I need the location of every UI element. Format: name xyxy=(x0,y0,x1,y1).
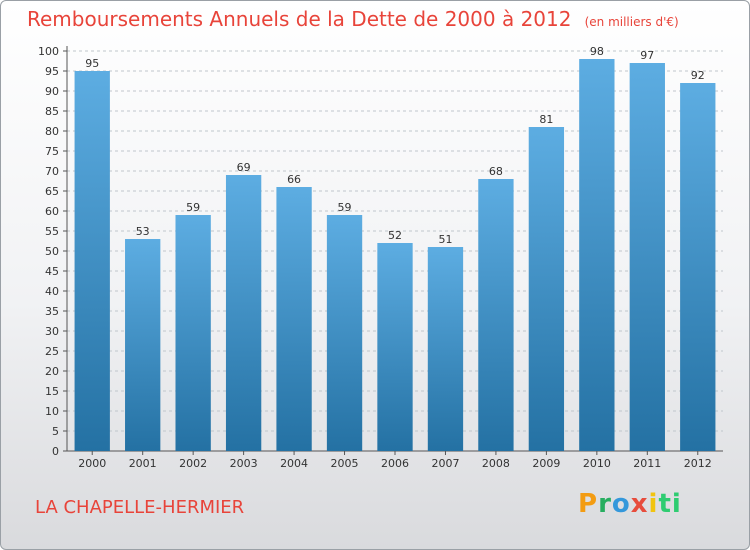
bar-2008 xyxy=(478,179,514,451)
bar-2011 xyxy=(629,63,665,451)
data-label-2012: 92 xyxy=(691,69,705,82)
x-tick-label-2008: 2008 xyxy=(482,457,510,470)
x-tick-label-2011: 2011 xyxy=(633,457,661,470)
bar-2007 xyxy=(427,247,464,451)
chart-unit-note: (en milliers d'€) xyxy=(584,15,679,29)
bar-2009 xyxy=(528,127,565,451)
data-label-2004: 66 xyxy=(287,173,301,186)
logo-letter: o xyxy=(611,489,631,519)
axis-layer: 0 5 10 15 20 25 30 35 40 45 50 55 60 65 70 75 80 85 90 95 10… xyxy=(38,45,723,458)
proxiti-logo: Proxiti xyxy=(578,489,682,519)
data-label-2007: 51 xyxy=(438,233,452,246)
data-label-2000: 95 xyxy=(85,57,99,70)
y-tick-label: 75 xyxy=(45,145,59,158)
chart-title: Remboursements Annuels de la Dette de 20… xyxy=(27,7,679,31)
data-label-2008: 68 xyxy=(489,165,503,178)
x-tick-label-2012: 2012 xyxy=(684,457,712,470)
bar-2004 xyxy=(276,187,312,451)
data-label-2002: 59 xyxy=(186,201,200,214)
data-label-2009: 81 xyxy=(539,113,553,126)
y-tick-label: 35 xyxy=(45,305,59,318)
y-tick-label: 100 xyxy=(38,45,59,58)
y-tick-label: 90 xyxy=(45,85,59,98)
data-label-2010: 98 xyxy=(590,45,604,58)
logo-letter: x xyxy=(630,489,649,519)
logo-letter: i xyxy=(648,489,659,519)
y-tick-label: 30 xyxy=(45,325,59,338)
chart-title-main: Remboursements Annuels de la Dette de 20… xyxy=(27,7,572,31)
data-label-2003: 69 xyxy=(237,161,251,174)
x-tick-label-2004: 2004 xyxy=(280,457,308,470)
data-label-2011: 97 xyxy=(640,49,654,62)
y-tick-label: 60 xyxy=(45,205,59,218)
y-tick-label: 95 xyxy=(45,65,59,78)
x-tick-label-2000: 2000 xyxy=(78,457,106,470)
bar-2012 xyxy=(680,83,716,451)
x-tick-label-2002: 2002 xyxy=(179,457,207,470)
x-tick-label-2001: 2001 xyxy=(129,457,157,470)
y-tick-label: 50 xyxy=(45,245,59,258)
y-tick-label: 80 xyxy=(45,125,59,138)
bar-2006 xyxy=(377,243,413,451)
y-tick-label: 85 xyxy=(45,105,59,118)
data-label-2005: 59 xyxy=(338,201,352,214)
x-tick-label-2006: 2006 xyxy=(381,457,409,470)
y-tick-label: 65 xyxy=(45,185,59,198)
data-label-2001: 53 xyxy=(136,225,150,238)
y-tick-label: 40 xyxy=(45,285,59,298)
x-tick-label-2003: 2003 xyxy=(230,457,258,470)
label-layer: 95 2000 53 2001 59 2002 69 2003 66 2004 59 2005 52 20… xyxy=(78,45,712,470)
bar-2010 xyxy=(579,59,615,451)
logo-letter: P xyxy=(578,489,599,519)
x-tick-label-2005: 2005 xyxy=(331,457,359,470)
y-tick-label: 10 xyxy=(45,405,59,418)
y-tick-label: 5 xyxy=(52,425,59,438)
x-tick-label-2010: 2010 xyxy=(583,457,611,470)
commune-name: LA CHAPELLE-HERMIER xyxy=(35,497,245,518)
logo-letter: r xyxy=(598,489,612,519)
y-tick-label: 15 xyxy=(45,385,59,398)
bar-2003 xyxy=(225,175,262,451)
y-tick-label: 25 xyxy=(45,345,59,358)
bar-2000 xyxy=(74,71,110,451)
y-tick-label: 55 xyxy=(45,225,59,238)
y-tick-label: 70 xyxy=(45,165,59,178)
bar-2005 xyxy=(326,215,363,451)
bar-2002 xyxy=(175,215,211,451)
y-tick-label: 45 xyxy=(45,265,59,278)
y-tick-label: 20 xyxy=(45,365,59,378)
logo-letter: ti xyxy=(658,489,682,519)
bar-2001 xyxy=(125,239,161,451)
data-label-2006: 52 xyxy=(388,229,402,242)
x-tick-label-2007: 2007 xyxy=(431,457,459,470)
y-tick-label: 0 xyxy=(52,445,59,458)
bar-layer xyxy=(74,59,716,451)
x-tick-label-2009: 2009 xyxy=(532,457,560,470)
